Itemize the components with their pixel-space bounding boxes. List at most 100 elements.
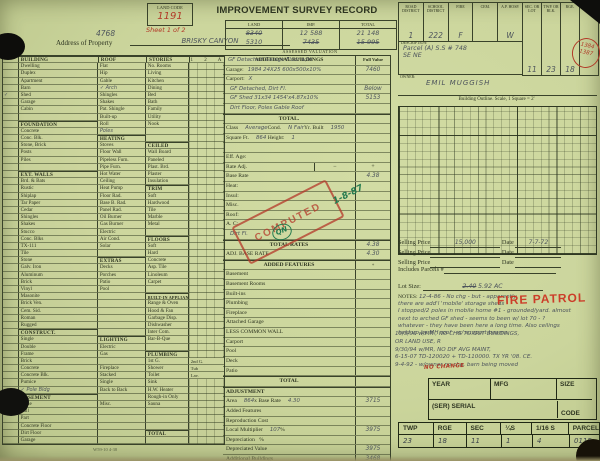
left-table-cell: CEILED [145, 142, 189, 150]
building-outline-caption: Building Outline. Scale, 1 Square = 2' [458, 97, 535, 102]
parcel-value-row: 231811140115 [399, 434, 599, 447]
left-table-cell: Concrete Floor [18, 422, 98, 430]
valuation-value: 21 148 [356, 29, 380, 37]
left-table-cell [145, 286, 189, 294]
print-label: Yr. Built [303, 125, 324, 132]
left-table-cell: H.W. Heater [145, 386, 189, 394]
left-table-cell [188, 264, 224, 272]
left-table-cell: Flat [97, 63, 146, 71]
left-table-cell: 1 2 A B [190, 56, 224, 64]
margin-cell [3, 350, 19, 358]
left-table-cell: STORIES [147, 56, 191, 64]
margin-cell [3, 314, 19, 322]
left-table-cell: Tar Paper [18, 199, 98, 207]
left-table-cell [188, 307, 224, 315]
left-table-cell: Patio [97, 278, 146, 286]
left-table-row: BASEMENT Rough-in Only [3, 393, 224, 401]
district-header: TWP. OR BLK. [543, 5, 559, 14]
left-table-cell: Galv. Iron [18, 264, 98, 272]
margin-cell [3, 149, 19, 157]
row-value [355, 416, 390, 426]
left-table-cell: Back to Back [97, 386, 146, 394]
left-table-cell: Full [18, 408, 98, 416]
left-table-cell [97, 300, 146, 308]
left-table-cell: Shower [145, 365, 189, 373]
left-table-cell [188, 401, 224, 409]
size-label: SIZE [557, 379, 592, 400]
left-table-cell: Living [145, 70, 189, 78]
notes-line: 9-4-92 - w/owner no chg, barn being move… [395, 362, 519, 369]
row-label: ADJ. BASE RATE [226, 251, 269, 258]
left-table-cell: Concrete [18, 365, 98, 373]
middle-table-row: TOTAL RATES 4.38 [223, 239, 390, 251]
left-table-cell: Pipeless Furn. [97, 156, 146, 164]
left-table-cell: Nook [145, 120, 189, 128]
row-value: 4.30 [355, 250, 390, 259]
row-value [355, 387, 390, 397]
left-table-cell [188, 429, 224, 437]
left-table-cell: Brick Ven. [18, 300, 98, 308]
left-table-cell [145, 415, 189, 423]
left-table-row: ✓ Pole Bldg Back to Back H.W. Heater [3, 386, 224, 394]
row-value: 4.38 [355, 172, 390, 181]
valuation-value: 8340 [245, 29, 263, 37]
left-table-cell: Concrete [145, 257, 189, 265]
left-table-cell: Dirt Floor [18, 429, 98, 437]
left-table-row: CONSTRUCT. Inter Com. [3, 329, 224, 337]
left-table-cell: Wall Board [145, 149, 189, 157]
left-table-cell [188, 242, 224, 251]
row-value [355, 435, 390, 445]
hand-entry: GF Shed 31x34 1454'x4.87x10% [230, 95, 319, 102]
hand-entry: 4.30 [287, 398, 300, 405]
left-table-row: Garage Shakes Bath [3, 99, 224, 107]
hand-entry: GF Detached, Dirt Fl. [230, 85, 287, 92]
valuation-header: TOTAL [340, 21, 396, 29]
left-table-cell [145, 228, 189, 236]
land-code-label: LAND CODE [157, 5, 183, 10]
left-table-row: Shakes Gas Burner Metal [3, 221, 224, 229]
district-value: 18 [565, 65, 575, 74]
left-table-row: Built-up Utility [3, 113, 224, 121]
middle-table-row: Class AverageCond. N FairYr. Built 1950 [223, 124, 390, 134]
left-table-cell [188, 113, 224, 121]
left-table-cell: Single [97, 379, 146, 387]
row-label: TOTAL. [278, 115, 300, 122]
row-label: Attached Garage [226, 319, 264, 326]
left-table-cell: Air Cond. [97, 235, 146, 243]
row-label: Deck [226, 357, 238, 364]
left-table-cell: Carpet [145, 278, 189, 286]
left-table-row: Concrete Blk. Stacked Toilet Lav. [3, 372, 224, 380]
margin-cell [3, 99, 19, 107]
margin-cell [3, 206, 19, 215]
margin-cell [3, 106, 19, 114]
hand-entry: 107 [269, 427, 281, 434]
margin-cell: ✓ [3, 91, 19, 100]
left-table-cell [188, 63, 224, 71]
row-value [355, 191, 390, 201]
parcel-header: ¼S [501, 423, 533, 434]
left-table-cell: Panel Rad. [97, 206, 146, 215]
left-table-cell: TOTAL [145, 429, 189, 437]
left-table-cell: CONSTRUCT. [18, 329, 98, 337]
left-table-cell: Heat Pump [97, 185, 146, 193]
row-label: Depreciation % [223, 436, 355, 445]
assessed-valuation-caption: ASSESSED VALUATION [282, 49, 338, 54]
margin-cell [3, 286, 19, 294]
middle-table-row: Plumbing [223, 299, 390, 309]
left-table-cell [188, 379, 224, 387]
left-table-cell: Rustic [18, 185, 98, 193]
middle-table-row: ADJUSTMENT [223, 386, 390, 398]
row-value [355, 75, 390, 84]
left-table-cell: Pumice [18, 379, 98, 387]
left-table-row: EXT. WALLS Hot Water Plaster [3, 171, 224, 179]
left-table-cell: Hood & Fan [145, 307, 189, 315]
left-table-cell [97, 314, 146, 322]
left-table-cell: ROOF [98, 56, 148, 64]
middle-table-row: Attached Garage [223, 318, 390, 329]
margin-cell [3, 257, 19, 265]
address-number: 4768 [96, 29, 116, 38]
left-table-cell: Piles [18, 156, 98, 164]
left-table-cell: Pool [97, 286, 146, 294]
description-band: DESCRIPTION: Parcel (A) S.S # 748 SE NE [398, 40, 523, 75]
